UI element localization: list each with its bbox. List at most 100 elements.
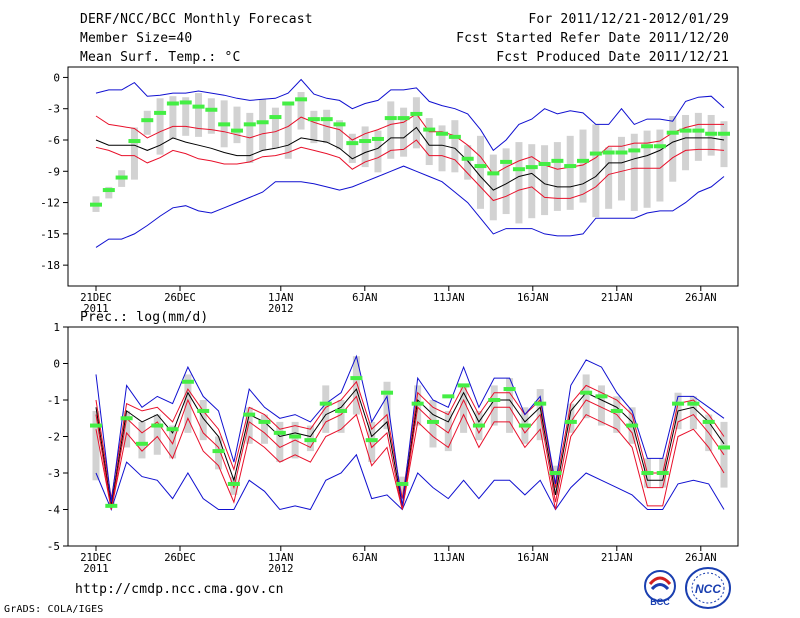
forecast-marker	[610, 408, 623, 413]
y-tick-label: -1	[47, 394, 60, 407]
x-tick-label: 16JAN	[517, 292, 549, 304]
spread-box	[233, 106, 241, 144]
x-tick-label: 26DEC	[164, 292, 196, 304]
spread-box	[720, 121, 728, 168]
forecast-marker	[551, 158, 564, 163]
forecast-produced-date: Fcst Produced Date 2011/12/21	[496, 50, 729, 65]
forecast-marker	[179, 100, 192, 105]
forecast-marker	[212, 449, 225, 454]
forecast-marker	[474, 164, 487, 169]
x-year-label: 2011	[83, 303, 108, 315]
spread-box	[92, 410, 100, 481]
spread-box	[597, 385, 605, 426]
forecast-marker	[580, 390, 593, 395]
forecast-marker	[666, 130, 679, 135]
spread-box	[123, 410, 131, 448]
member-size: Member Size=40	[80, 31, 193, 46]
forecast-marker	[692, 128, 705, 133]
series-line-min	[95, 453, 725, 511]
series-line-max	[95, 78, 725, 152]
footer-url[interactable]: http://cmdp.ncc.cma.gov.cn	[75, 582, 284, 597]
x-tick-label: 21JAN	[601, 552, 633, 564]
spread-box	[425, 118, 433, 166]
forecast-marker	[534, 401, 547, 406]
spread-box	[105, 186, 113, 199]
spread-box	[502, 148, 510, 215]
forecast-marker	[307, 117, 320, 122]
forecast-marker	[151, 423, 164, 428]
forecast-marker	[448, 134, 461, 139]
spread-box	[579, 129, 587, 203]
forecast-marker	[120, 416, 133, 421]
forecast-marker	[595, 394, 608, 399]
x-year-label: 2012	[268, 303, 293, 315]
spread-box	[130, 127, 138, 180]
forecast-marker	[487, 171, 500, 176]
spread-box	[689, 396, 697, 430]
spread-box	[476, 135, 484, 209]
spread-box	[374, 130, 382, 173]
forecast-marker	[135, 441, 148, 446]
forecast-marker	[423, 127, 436, 132]
series-line-min	[95, 165, 725, 248]
spread-box	[184, 374, 192, 433]
spread-box	[199, 400, 207, 441]
spread-box	[400, 107, 408, 157]
chart-title: DERF/NCC/BCC Monthly Forecast	[80, 12, 313, 27]
spread-box	[336, 120, 344, 150]
forecast-marker	[656, 471, 669, 475]
spread-box	[515, 142, 523, 224]
spread-box	[444, 410, 452, 452]
forecast-marker	[304, 438, 317, 443]
forecast-marker	[615, 150, 628, 155]
spread-box	[438, 125, 446, 172]
spread-box	[143, 110, 151, 135]
forecast-marker	[295, 97, 308, 102]
spread-box	[460, 385, 468, 433]
y-tick-label: -3	[47, 103, 60, 116]
y-tick-label: -9	[47, 165, 60, 178]
spread-box	[528, 144, 536, 219]
spread-box	[412, 97, 420, 149]
forecast-marker	[350, 376, 363, 381]
x-year-label: 2012	[268, 563, 293, 575]
spread-box	[464, 145, 472, 180]
spread-box	[567, 403, 575, 433]
spread-box	[617, 136, 625, 201]
forecast-marker	[641, 144, 654, 149]
forecast-marker	[488, 398, 501, 402]
spread-box	[337, 400, 345, 433]
forecast-marker	[641, 471, 654, 475]
variable-label-temp: Mean Surf. Temp.: °C	[80, 50, 241, 65]
spread-box	[541, 145, 549, 216]
forecast-marker	[359, 139, 372, 144]
spread-box	[566, 135, 574, 210]
ncc-logo: NCC	[685, 567, 731, 609]
plot-frame-1	[67, 66, 739, 287]
spread-box	[506, 378, 514, 433]
spread-box	[259, 99, 267, 151]
series-line-p_lower	[95, 395, 725, 510]
y-tick-label: -12	[40, 197, 60, 210]
y-tick-label: 1	[53, 321, 60, 334]
x-tick-label: 16JAN	[517, 552, 549, 564]
forecast-marker	[166, 101, 179, 106]
spread-box	[630, 133, 638, 211]
variable-label-prec: Prec.: log(mm/d)	[80, 310, 209, 325]
forecast-marker	[256, 120, 269, 125]
forecast-marker	[718, 131, 730, 136]
forecast-marker	[154, 110, 167, 115]
forecast-marker	[243, 412, 256, 417]
spread-box	[490, 385, 498, 426]
y-tick-label: -2	[47, 431, 60, 444]
spread-box	[552, 465, 560, 495]
spread-box	[643, 130, 651, 208]
x-year-label: 2011	[83, 563, 108, 575]
forecast-marker	[702, 419, 715, 424]
forecast-marker	[577, 158, 590, 163]
forecast-marker	[141, 118, 154, 123]
forecast-marker	[525, 165, 538, 170]
series-line-p_lower	[95, 139, 725, 202]
forecast-marker	[335, 408, 348, 413]
forecast-marker	[282, 101, 295, 106]
